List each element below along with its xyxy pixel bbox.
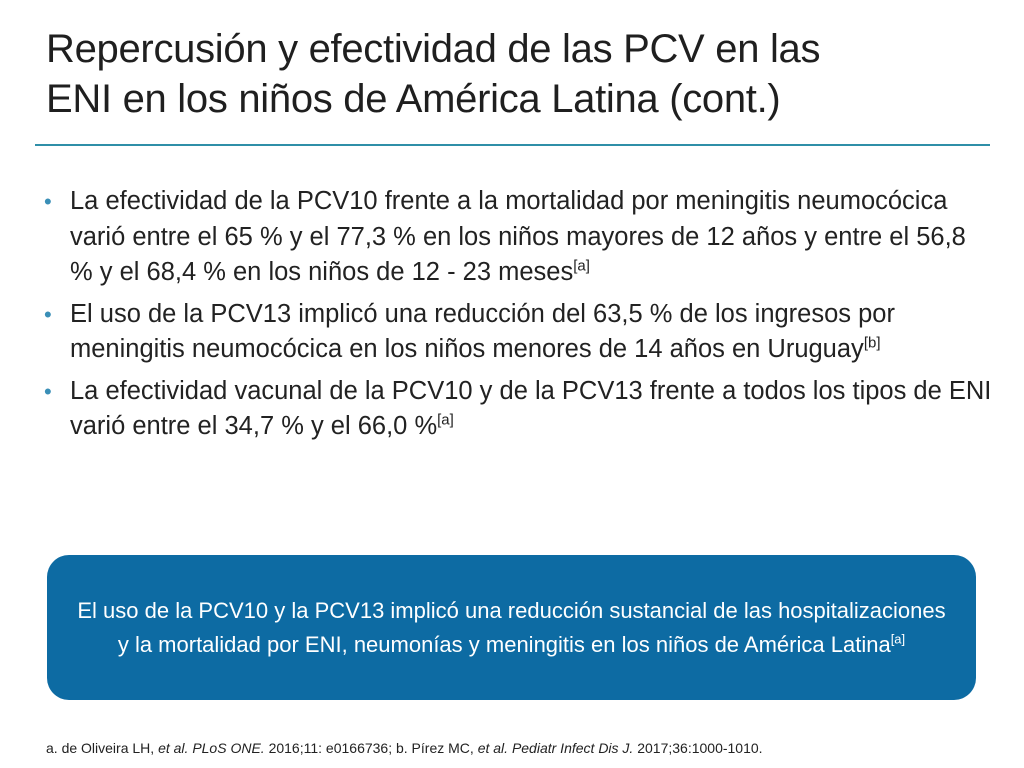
bullet-marker: • [44, 378, 52, 404]
bullet-item: • La efectividad vacunal de la PCV10 y d… [44, 374, 994, 445]
callout-text-block: El uso de la PCV10 y la PCV13 implicó un… [77, 594, 946, 662]
reference-b-etal: et al. [477, 740, 509, 756]
slide-title: Repercusión y efectividad de las PCV en … [46, 24, 996, 124]
slide-title-line-1: Repercusión y efectividad de las PCV en … [46, 27, 821, 71]
reference-a-etal: et al. [158, 740, 189, 756]
citation-marker: [a] [437, 411, 454, 429]
citation-marker: [a] [573, 257, 590, 275]
reference-b-journal: Pediatr Infect Dis J. [511, 740, 634, 756]
reference-a-authors: a. de Oliveira LH, [46, 740, 159, 756]
bullet-text: La efectividad de la PCV10 frente a la m… [70, 187, 966, 286]
bullet-marker: • [44, 189, 52, 214]
callout-text: El uso de la PCV10 y la PCV13 implicó un… [77, 597, 946, 657]
bullet-text: El uso de la PCV13 implicó una reducción… [70, 299, 895, 364]
reference-a-details: 2016;11: e0166736; b. Pírez MC, [264, 740, 478, 756]
citation-marker: [a] [890, 631, 906, 647]
bullet-list: • La efectividad de la PCV10 frente a la… [44, 184, 994, 451]
references-footer: a. de Oliveira LH, et al. PLoS ONE. 2016… [46, 738, 1006, 758]
bullet-item: • El uso de la PCV13 implicó una reducci… [44, 297, 994, 368]
title-divider [35, 144, 990, 146]
bullet-item: • La efectividad de la PCV10 frente a la… [44, 184, 994, 291]
reference-a-journal: PLoS ONE. [192, 740, 265, 756]
citation-marker: [b] [863, 334, 881, 352]
bullet-marker: • [44, 301, 52, 327]
bullet-text: La efectividad vacunal de la PCV10 y de … [70, 376, 992, 441]
slide-title-line-2: ENI en los niños de América Latina (cont… [46, 77, 781, 121]
summary-callout-box: El uso de la PCV10 y la PCV13 implicó un… [47, 555, 976, 700]
reference-b-details: 2017;36:1000-1010. [633, 740, 763, 756]
